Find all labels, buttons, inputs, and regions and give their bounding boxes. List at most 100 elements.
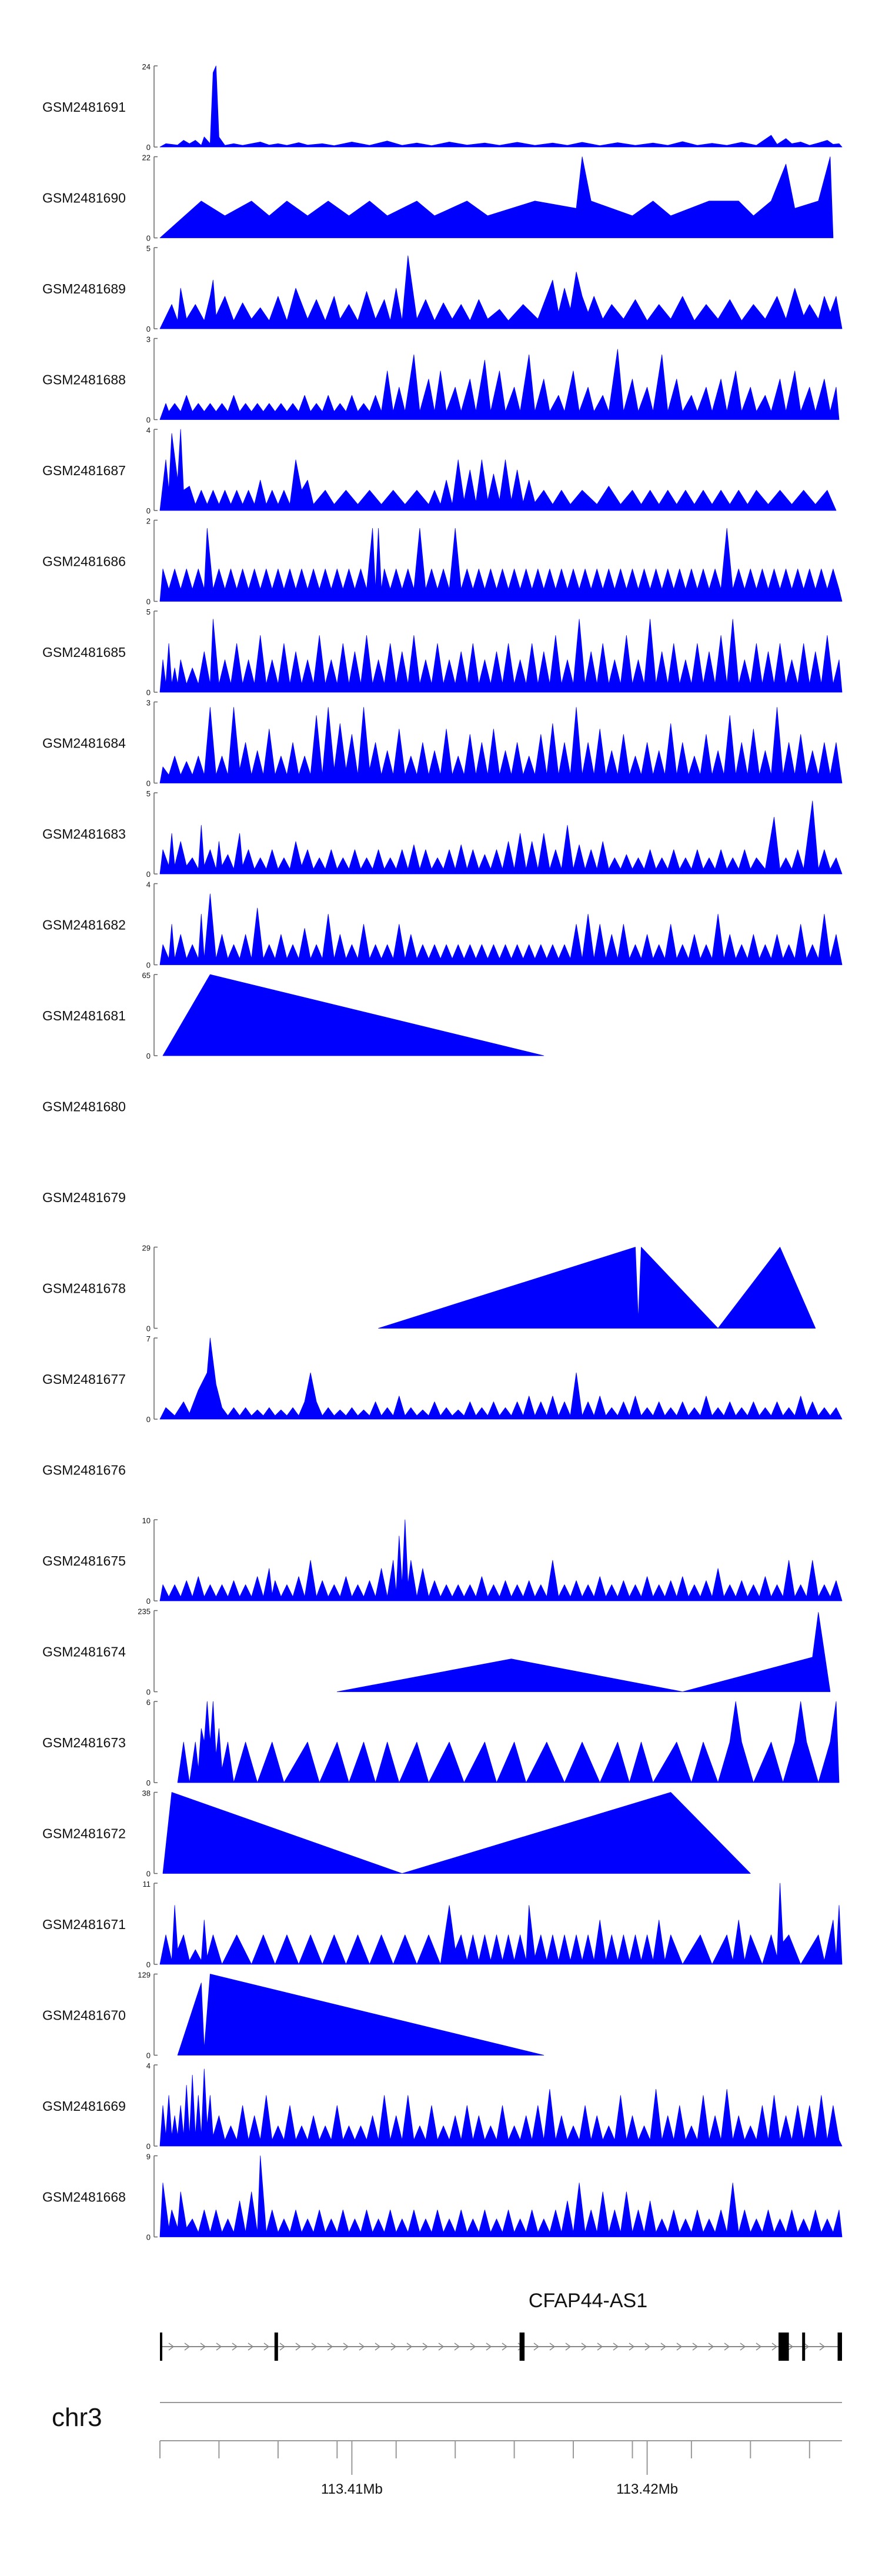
track-label: GSM2481685	[42, 645, 126, 660]
track-GSM2481678: GSM2481678 29 0	[42, 1244, 816, 1333]
strand-arrow	[771, 2343, 778, 2351]
track-label: GSM2481681	[42, 1008, 126, 1023]
track-label: GSM2481690	[42, 191, 126, 206]
strand-arrow	[232, 2343, 238, 2351]
track-GSM2481680: GSM2481680	[42, 1099, 126, 1115]
track-GSM2481682: GSM2481682 4 0	[42, 880, 843, 970]
y-max-label: 11	[143, 1880, 151, 1888]
track-GSM2481668: GSM2481668 9 0	[42, 2153, 843, 2242]
gene-name-label: CFAP44-AS1	[529, 2290, 647, 2312]
strand-arrow	[502, 2343, 508, 2351]
coverage-area	[159, 1883, 843, 1965]
strand-arrow	[740, 2343, 746, 2351]
coverage-area	[159, 429, 837, 511]
y-max-label: 3	[146, 699, 151, 708]
track-label: GSM2481669	[42, 2098, 126, 2114]
y-max-label: 7	[146, 1334, 151, 1343]
strand-arrow	[279, 2343, 286, 2351]
strand-arrow	[470, 2343, 476, 2351]
y-max-label: 129	[138, 1971, 151, 1980]
y-max-label: 22	[142, 154, 151, 162]
track-label: GSM2481672	[42, 1826, 126, 1841]
strand-arrow	[422, 2343, 429, 2351]
strand-arrow	[613, 2343, 619, 2351]
y-max-label: 4	[146, 2061, 151, 2070]
chromosome-label: chr3	[52, 2403, 102, 2432]
exon	[837, 2333, 842, 2361]
track-label: GSM2481688	[42, 372, 126, 388]
strand-arrow	[581, 2343, 587, 2351]
y-zero-label: 0	[146, 2233, 151, 2242]
coverage-area	[159, 349, 840, 420]
track-GSM2481690: GSM2481690 22 0	[42, 154, 834, 243]
coverage-area	[336, 1612, 831, 1692]
track-GSM2481689: GSM2481689 5 0	[42, 244, 843, 333]
strand-arrow	[359, 2343, 365, 2351]
y-zero-label: 0	[146, 2051, 151, 2060]
track-label: GSM2481687	[42, 463, 126, 478]
axis-ticks: 113.41Mb 113.42Mb	[159, 2441, 810, 2497]
y-max-label: 2	[146, 517, 151, 526]
coverage-area	[159, 2068, 843, 2147]
y-max-label: 5	[146, 608, 151, 616]
track-GSM2481670: GSM2481670 129 0	[42, 1971, 544, 2060]
strand-arrow	[803, 2343, 810, 2351]
major-tick-label: 113.41Mb	[321, 2481, 383, 2497]
coverage-area	[159, 255, 843, 329]
track-GSM2481675: GSM2481675 10 0	[42, 1516, 843, 1606]
y-zero-label: 0	[146, 1597, 151, 1606]
y-zero-label: 0	[146, 1324, 151, 1333]
track-GSM2481669: GSM2481669 4 0	[42, 2061, 843, 2151]
track-label: GSM2481691	[42, 99, 126, 115]
strand-arrow	[327, 2343, 333, 2351]
strand-arrow	[629, 2343, 635, 2351]
y-zero-label: 0	[146, 779, 151, 788]
strand-arrow	[438, 2343, 445, 2351]
coverage-area	[177, 1974, 544, 2056]
y-zero-label: 0	[146, 1960, 151, 1969]
strand-arrow	[660, 2343, 667, 2351]
exon	[160, 2333, 162, 2361]
coverage-area	[177, 1701, 840, 1783]
exon	[519, 2333, 525, 2361]
coverage-area	[159, 528, 843, 602]
track-GSM2481683: GSM2481683 5 0	[42, 789, 843, 879]
track-label: GSM2481686	[42, 554, 126, 569]
track-GSM2481676: GSM2481676	[42, 1463, 126, 1478]
track-GSM2481674: GSM2481674 235 0	[42, 1607, 831, 1697]
track-GSM2481679: GSM2481679	[42, 1190, 126, 1205]
y-zero-label: 0	[146, 1688, 151, 1697]
coverage-area	[159, 1337, 843, 1420]
track-label: GSM2481679	[42, 1190, 126, 1205]
track-label: GSM2481674	[42, 1644, 126, 1660]
y-max-label: 5	[146, 244, 151, 253]
strand-arrow	[168, 2343, 175, 2351]
track-label: GSM2481670	[42, 2008, 126, 2023]
y-zero-label: 0	[146, 416, 151, 425]
strand-arrow	[486, 2343, 492, 2351]
coverage-area	[159, 65, 843, 148]
track-label: GSM2481683	[42, 826, 126, 842]
coverage-area	[159, 2155, 843, 2237]
track-GSM2481684: GSM2481684 3 0	[42, 699, 843, 788]
track-GSM2481673: GSM2481673 6 0	[42, 1698, 840, 1787]
y-zero-label: 0	[146, 234, 151, 243]
strand-arrow	[708, 2343, 714, 2351]
track-label: GSM2481684	[42, 736, 126, 751]
track-GSM2481671: GSM2481671 11 0	[42, 1880, 843, 1969]
track-GSM2481687: GSM2481687 4 0	[42, 426, 837, 515]
y-max-label: 4	[146, 426, 151, 435]
strand-arrow	[216, 2343, 222, 2351]
exon	[274, 2333, 278, 2361]
y-zero-label: 0	[146, 1415, 151, 1424]
y-zero-label: 0	[146, 506, 151, 515]
y-max-label: 65	[142, 971, 151, 980]
track-GSM2481691: GSM2481691 24 0	[42, 62, 843, 152]
track-label: GSM2481668	[42, 2190, 126, 2205]
track-GSM2481688: GSM2481688 3 0	[42, 335, 840, 425]
strand-arrow	[597, 2343, 603, 2351]
track-label: GSM2481678	[42, 1281, 126, 1296]
gene-body	[160, 2333, 842, 2361]
strand-arrow	[343, 2343, 349, 2351]
